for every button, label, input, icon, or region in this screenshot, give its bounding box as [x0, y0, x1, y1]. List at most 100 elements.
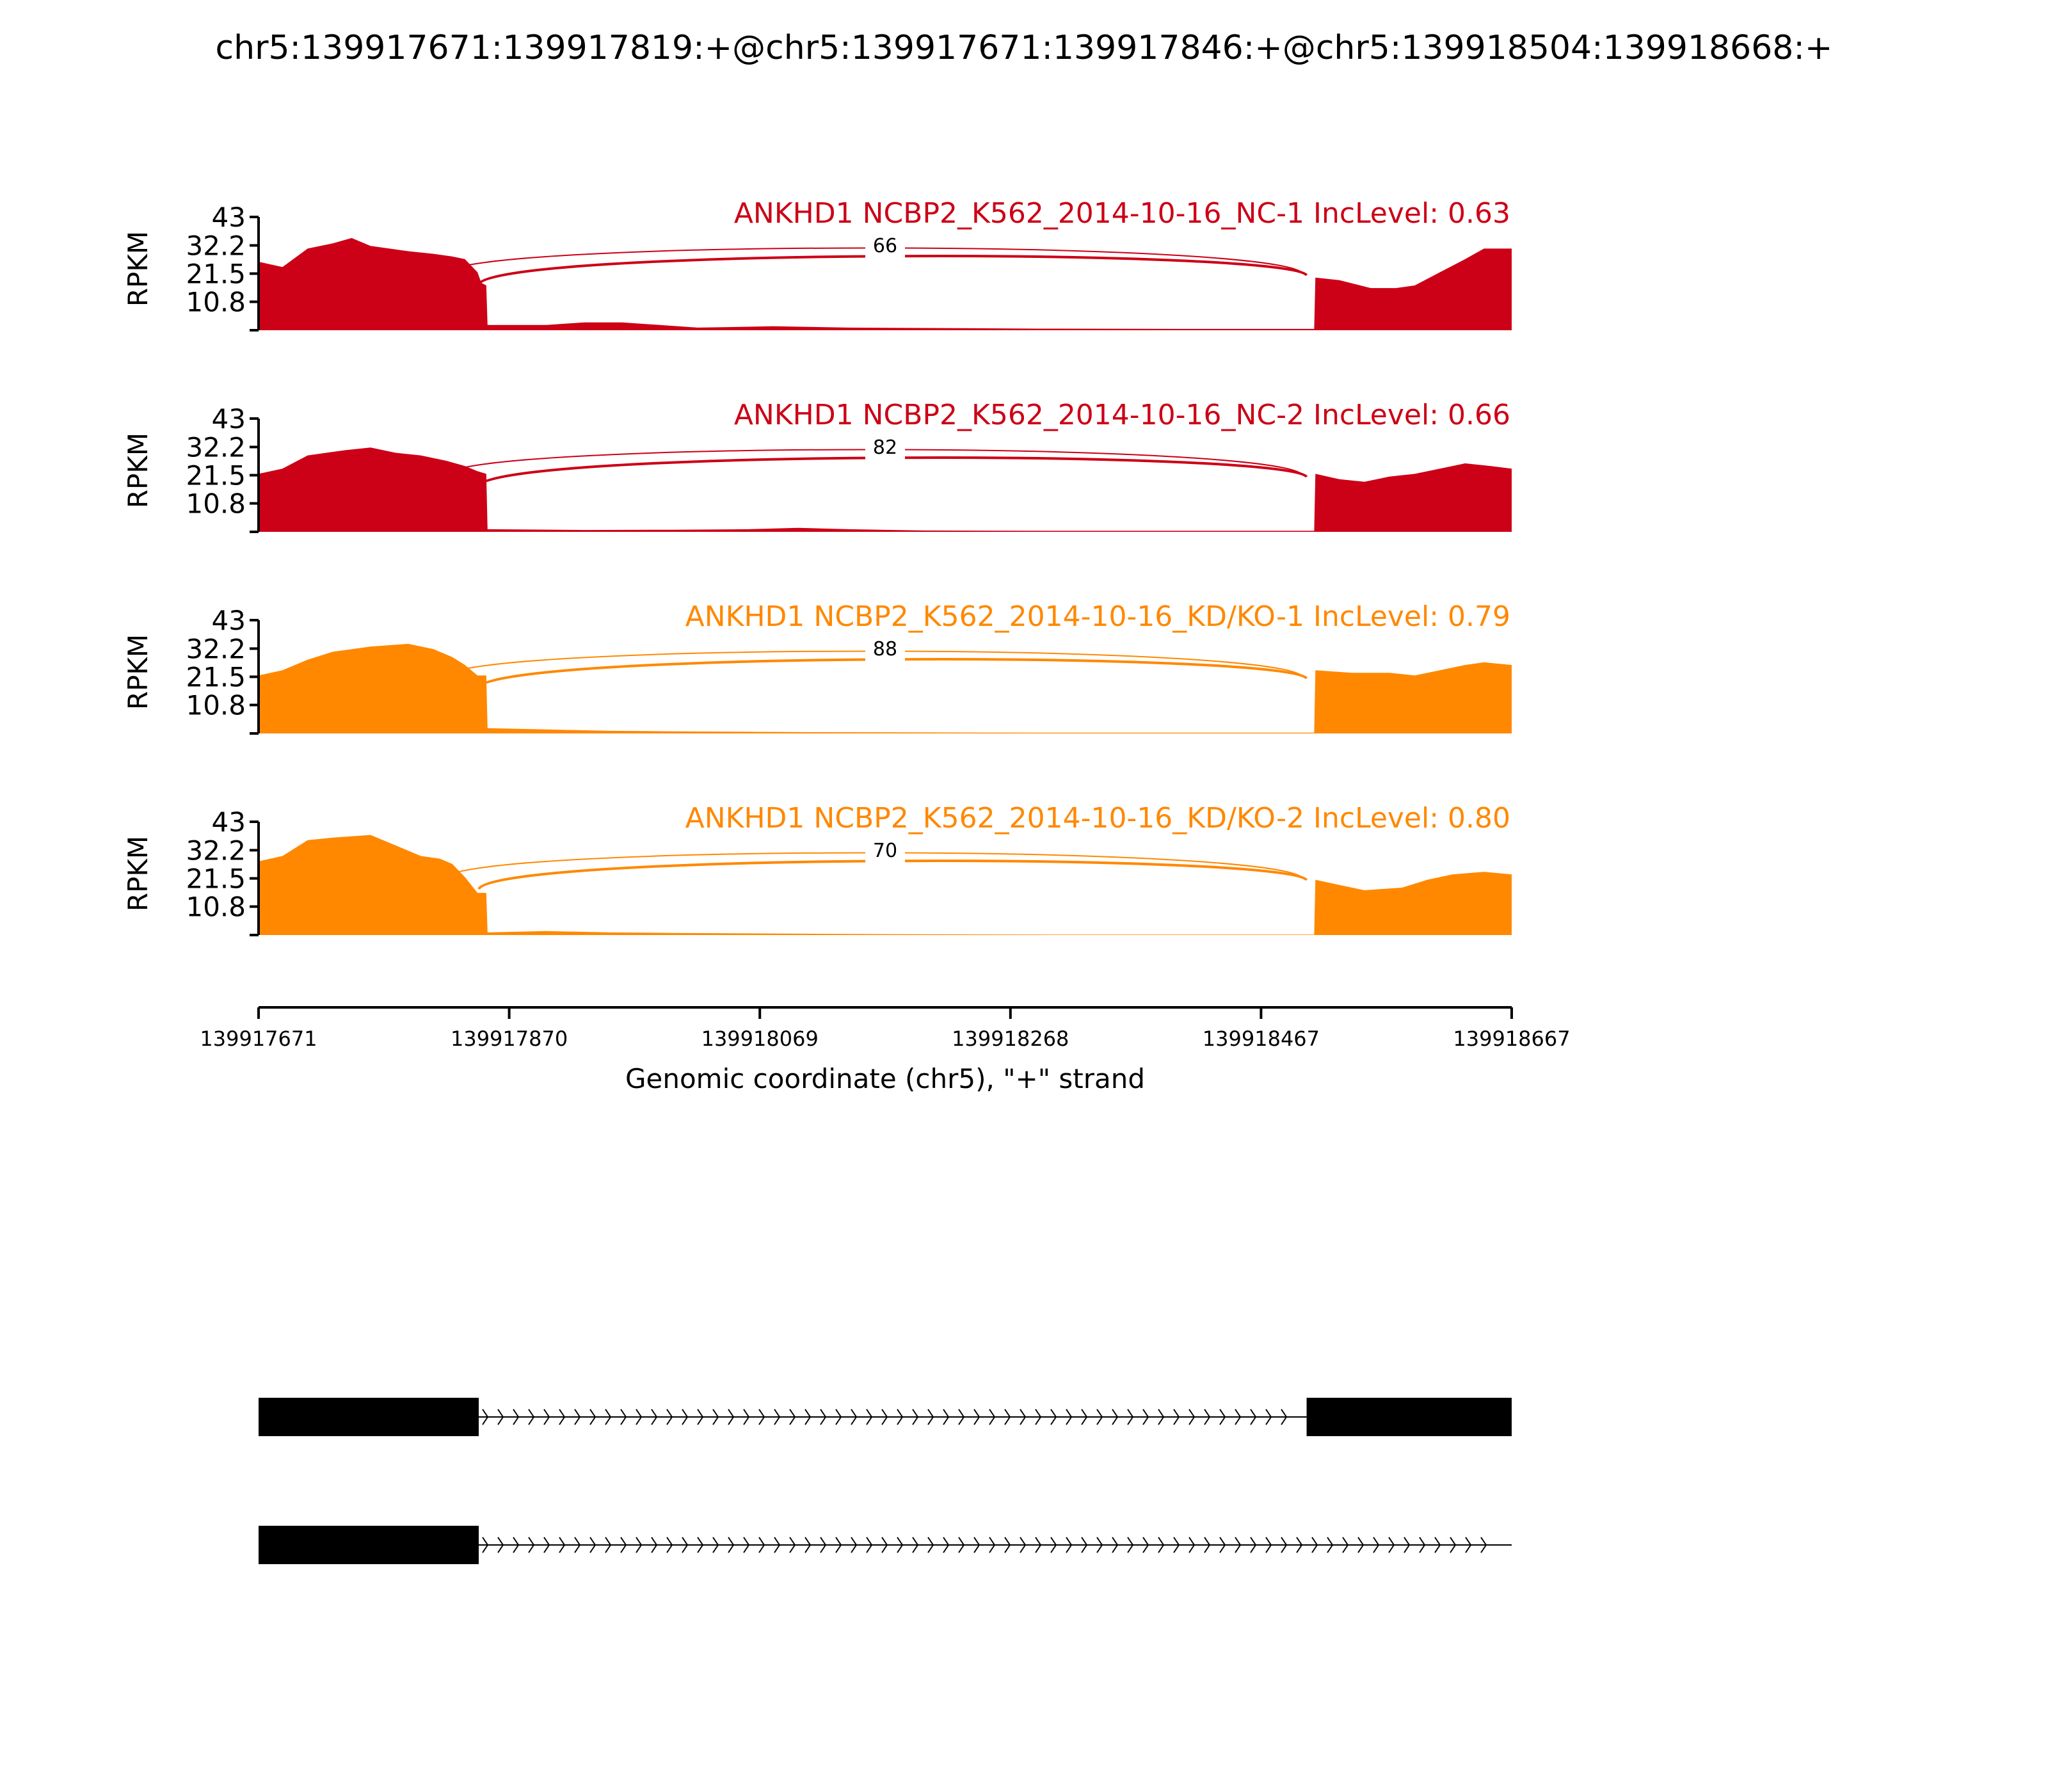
strand-arrow	[697, 1537, 704, 1553]
strand-arrow	[636, 1409, 643, 1425]
strand-arrow	[728, 1537, 735, 1553]
strand-arrow	[1281, 1409, 1288, 1425]
strand-arrow	[559, 1537, 566, 1553]
strand-arrow	[651, 1537, 658, 1553]
strand-arrow	[804, 1409, 812, 1425]
strand-arrow	[1050, 1537, 1057, 1553]
coverage-area	[259, 237, 1512, 330]
track-title: ANKHD1 NCBP2_K562_2014-10-16_NC-2 IncLev…	[734, 399, 1510, 431]
strand-arrow	[1127, 1537, 1134, 1553]
strand-arrow	[482, 1537, 489, 1553]
strand-arrow	[620, 1537, 627, 1553]
strand-arrow	[482, 1409, 489, 1425]
strand-arrow	[1250, 1409, 1257, 1425]
strand-arrow	[1265, 1409, 1272, 1425]
strand-arrow	[1035, 1537, 1042, 1553]
exon-block	[259, 1398, 479, 1436]
strand-arrow	[589, 1409, 596, 1425]
strand-arrow	[712, 1409, 719, 1425]
strand-arrow	[589, 1537, 596, 1553]
figure-title: chr5:139917671:139917819:+@chr5:13991767…	[216, 29, 1833, 67]
junction-arc-inclusion	[477, 860, 1308, 890]
strand-arrow	[1357, 1537, 1364, 1553]
y-tick-label: 21.5	[186, 460, 246, 492]
strand-arrow	[1096, 1409, 1103, 1425]
y-tick-label: 32.2	[186, 230, 246, 261]
x-tick-label: 139917671	[200, 1027, 317, 1051]
strand-arrow	[1219, 1409, 1226, 1425]
strand-arrow	[820, 1409, 827, 1425]
strand-arrow	[682, 1409, 689, 1425]
strand-arrow	[1173, 1537, 1180, 1553]
strand-arrow	[1188, 1537, 1196, 1553]
strand-arrow	[958, 1409, 965, 1425]
strand-arrow	[1096, 1537, 1103, 1553]
junction-count-bg	[865, 234, 905, 259]
track-title: ANKHD1 NCBP2_K562_2014-10-16_NC-1 IncLev…	[734, 197, 1510, 230]
junction-count-label: 70	[873, 840, 897, 862]
strand-arrow	[1404, 1537, 1411, 1553]
strand-arrow	[666, 1409, 673, 1425]
strand-arrow	[1066, 1409, 1073, 1425]
y-tick-label: 10.8	[186, 488, 246, 520]
strand-arrow	[958, 1537, 965, 1553]
strand-arrow	[1035, 1409, 1042, 1425]
track-ylabel: RPKM	[122, 634, 154, 710]
junction-arc-inclusion	[477, 456, 1308, 487]
strand-arrow	[1235, 1537, 1242, 1553]
y-tick-label: 21.5	[186, 863, 246, 895]
strand-arrow	[1142, 1537, 1149, 1553]
strand-arrow	[820, 1537, 827, 1553]
strand-arrow	[1004, 1537, 1011, 1553]
x-axis: Genomic coordinate (chr5), "+" strand 13…	[200, 1006, 1571, 1094]
track-kd-2: RPKM ANKHD1 NCBP2_K562_2014-10-16_KD/KO-…	[122, 802, 1512, 936]
strand-arrow	[1235, 1409, 1242, 1425]
track-title: ANKHD1 NCBP2_K562_2014-10-16_KD/KO-1 Inc…	[685, 600, 1510, 633]
track-nc-2: RPKM ANKHD1 NCBP2_K562_2014-10-16_NC-2 I…	[122, 399, 1512, 533]
junction-count-label: 66	[873, 235, 897, 257]
junction-count-bg	[865, 839, 905, 863]
strand-arrow	[636, 1537, 643, 1553]
strand-arrow	[728, 1409, 735, 1425]
x-tick-label: 139917870	[451, 1027, 568, 1051]
strand-arrow	[1004, 1409, 1011, 1425]
strand-arrow	[1204, 1537, 1211, 1553]
strand-arrow	[1311, 1537, 1318, 1553]
track-title: ANKHD1 NCBP2_K562_2014-10-16_KD/KO-2 Inc…	[685, 802, 1510, 835]
strand-arrow	[543, 1409, 550, 1425]
strand-arrow	[1081, 1537, 1088, 1553]
strand-arrow	[1081, 1409, 1088, 1425]
strand-arrow	[789, 1537, 796, 1553]
strand-arrow	[943, 1409, 950, 1425]
strand-arrow	[559, 1409, 566, 1425]
strand-arrow	[497, 1537, 504, 1553]
coverage-area	[259, 447, 1512, 532]
strand-arrow	[1112, 1409, 1119, 1425]
strand-arrow	[666, 1537, 673, 1553]
strand-arrow	[1281, 1537, 1288, 1553]
strand-arrow	[1204, 1409, 1211, 1425]
strand-arrow	[651, 1409, 658, 1425]
strand-arrow	[712, 1537, 719, 1553]
strand-arrow	[543, 1537, 550, 1553]
strand-arrow	[528, 1409, 535, 1425]
strand-arrow	[943, 1537, 950, 1553]
strand-arrow	[1327, 1537, 1334, 1553]
strand-arrow	[1342, 1537, 1349, 1553]
x-tick-label: 139918069	[701, 1027, 819, 1051]
coverage-area	[259, 644, 1512, 733]
strand-arrow	[1127, 1409, 1134, 1425]
strand-arrow	[897, 1409, 904, 1425]
strand-arrow	[605, 1537, 612, 1553]
strand-arrow	[866, 1537, 873, 1553]
strand-arrow	[789, 1409, 796, 1425]
junction-arc-inclusion	[477, 658, 1308, 689]
gene-model	[259, 1526, 1512, 1564]
strand-arrow	[835, 1537, 842, 1553]
strand-arrow	[1020, 1409, 1027, 1425]
exon-block	[259, 1526, 479, 1564]
strand-arrow	[927, 1409, 934, 1425]
strand-arrow	[1434, 1537, 1441, 1553]
strand-arrow	[1450, 1537, 1457, 1553]
